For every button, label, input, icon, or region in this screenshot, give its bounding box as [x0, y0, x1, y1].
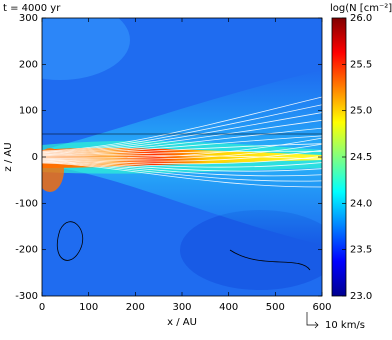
streamline [42, 104, 322, 153]
colorbar-tick-label: 25.0 [350, 106, 372, 117]
streamline [42, 161, 322, 177]
streamline [42, 143, 322, 160]
x-tick-label: 0 [39, 302, 45, 313]
streamline [42, 160, 322, 172]
colorbar-tick-label: 25.5 [350, 59, 372, 70]
x-tick-label: 200 [126, 302, 145, 313]
density-map [42, 18, 322, 296]
y-tick-label: -100 [15, 198, 38, 209]
scale-arrow [306, 312, 319, 329]
y-tick-label: 200 [19, 59, 38, 70]
streamline [42, 96, 322, 152]
streamline [42, 155, 322, 160]
streamline [42, 119, 322, 154]
x-tick-label: 500 [266, 302, 285, 313]
streamline [42, 127, 322, 155]
y-tick-label: 100 [19, 106, 38, 117]
x-tick-label: 300 [172, 302, 191, 313]
colorbar-tick-label: 23.5 [350, 245, 372, 256]
colorbar-label: log(N [cm⁻²]) [330, 3, 392, 14]
x-tick-label: 600 [312, 302, 331, 313]
streamline [42, 137, 322, 159]
streamline [42, 156, 322, 165]
x-tick-label: 100 [79, 302, 98, 313]
y-tick-label: -300 [15, 291, 38, 302]
y-tick-label: 0 [32, 152, 38, 163]
streamline [42, 161, 322, 182]
colorbar-tick-label: 26.0 [350, 13, 372, 24]
streamline [42, 162, 322, 188]
y-tick-label: -200 [15, 245, 38, 256]
chart-title: t = 4000 yr [3, 3, 61, 14]
colorbar-tick-label: 23.0 [350, 291, 372, 302]
x-axis-label: x / AU [167, 317, 197, 328]
streamline [42, 149, 322, 162]
streamline [42, 159, 322, 168]
colorbar-tick-label: 24.0 [350, 198, 372, 209]
streamline [42, 135, 322, 155]
scale-annotation: 10 km/s [325, 320, 365, 331]
y-axis-label: z / AU [3, 142, 14, 171]
streamline [42, 112, 322, 153]
streamline [42, 150, 322, 157]
y-tick-label: 300 [19, 13, 38, 24]
x-tick-label: 400 [219, 302, 238, 313]
colorbar-tick-label: 24.5 [350, 152, 372, 163]
